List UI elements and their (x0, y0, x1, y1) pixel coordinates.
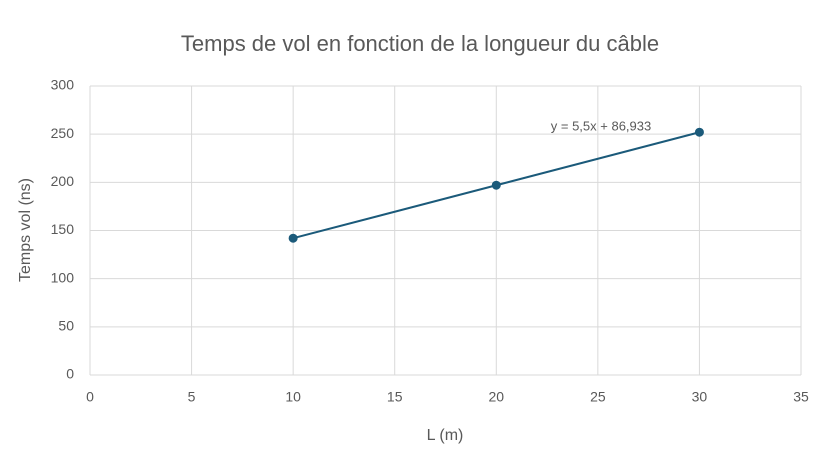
data-point (694, 127, 704, 137)
trendline-equation: y = 5,5x + 86,933 (551, 118, 651, 133)
data-point (491, 180, 501, 190)
x-tick-label: 35 (793, 389, 809, 405)
x-tick-label: 5 (188, 389, 196, 405)
x-axis-label: L (m) (427, 427, 464, 444)
y-tick-label: 150 (51, 221, 75, 237)
y-axis-label: Temps vol (ns) (17, 178, 34, 282)
x-tick-label: 10 (285, 389, 301, 405)
x-tick-label: 20 (488, 389, 504, 405)
y-tick-label: 200 (51, 173, 75, 189)
x-tick-label: 25 (590, 389, 606, 405)
chart-title: Temps de vol en fonction de la longueur … (181, 31, 659, 56)
x-tick-label: 30 (692, 389, 708, 405)
y-tick-label: 300 (51, 77, 75, 93)
y-tick-label: 50 (58, 318, 74, 334)
y-tick-label: 0 (66, 366, 74, 382)
y-tick-label: 250 (51, 125, 75, 141)
data-point (288, 233, 298, 243)
y-tick-label: 100 (51, 269, 75, 285)
x-tick-label: 0 (86, 389, 94, 405)
x-tick-label: 15 (387, 389, 403, 405)
